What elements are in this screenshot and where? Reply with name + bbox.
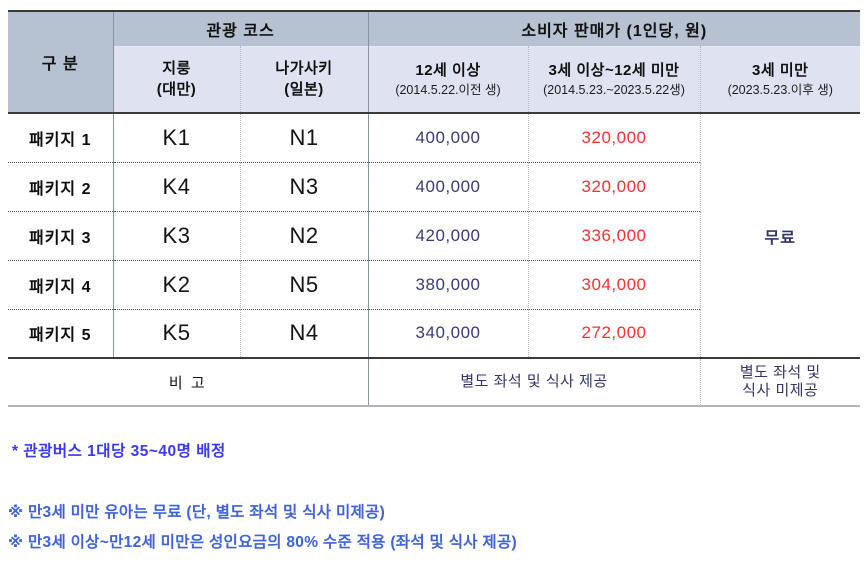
package-name: 패키지 1 <box>8 113 114 162</box>
nagasaki-course-code: N2 <box>240 210 369 260</box>
header-nagasaki-country: (일본) <box>284 81 324 99</box>
header-age-adult-dates: (2014.5.22.이전 생) <box>395 82 501 97</box>
keelung-course-code: K3 <box>113 210 241 260</box>
nagasaki-course-code: N1 <box>240 113 369 162</box>
header-age-child-label: 3세 이상~12세 미만 <box>548 61 680 79</box>
adult-price: 400,000 <box>368 113 529 162</box>
keelung-course-code: K1 <box>113 113 241 162</box>
infant-price-free: 무료 <box>700 113 861 358</box>
header-category: 구 분 <box>8 11 114 114</box>
header-nagasaki: 나가사키 (일본) <box>240 45 369 114</box>
table-row-package-4: 패키지 4 K2 N5 380,000 304,000 <box>8 259 860 309</box>
header-keelung: 지룽 (대만) <box>113 45 241 114</box>
keelung-course-code: K4 <box>113 161 241 211</box>
package-name: 패키지 4 <box>8 259 114 309</box>
nagasaki-course-code: N3 <box>240 161 369 211</box>
note-bus-allocation: * 관광버스 1대당 35~40명 배정 <box>12 443 226 460</box>
package-name: 패키지 5 <box>8 308 114 358</box>
adult-price: 380,000 <box>368 259 529 309</box>
child-price: 320,000 <box>528 113 701 162</box>
package-price-table: 구 분 관광 코스 소비자 판매가 (1인당, 원) 지룽 (대만) 나가사키 … <box>8 10 861 407</box>
remark-not-provided: 별도 좌석 및 식사 미제공 <box>700 357 861 407</box>
header-price-title: 소비자 판매가 (1인당, 원) <box>368 11 861 46</box>
child-price: 272,000 <box>528 308 701 358</box>
package-name: 패키지 2 <box>8 161 114 211</box>
adult-price: 420,000 <box>368 210 529 260</box>
header-tour-course: 관광 코스 <box>113 11 369 46</box>
header-age-adult: 12세 이상 (2014.5.22.이전 생) <box>368 45 529 114</box>
package-name: 패키지 3 <box>8 210 114 260</box>
header-nagasaki-label: 나가사키 <box>275 60 333 78</box>
remark-provided: 별도 좌석 및 식사 제공 <box>368 357 701 407</box>
child-price: 320,000 <box>528 161 701 211</box>
header-age-infant-label: 3세 미만 <box>752 61 809 79</box>
header-age-infant-dates: (2023.5.23.이후 생) <box>727 82 833 97</box>
table-row-package-3: 패키지 3 K3 N2 420,000 336,000 <box>8 210 860 260</box>
notes-block: ※ 만3세 미만 유아는 무료 (단, 별도 좌석 및 식사 미제공) ※ 만3… <box>8 501 865 554</box>
table-row-package-5: 패키지 5 K5 N4 340,000 272,000 <box>8 308 860 358</box>
remark-not-provided-line2: 식사 미제공 <box>742 382 819 399</box>
keelung-course-code: K5 <box>113 308 241 358</box>
child-price: 336,000 <box>528 210 701 260</box>
remark-not-provided-line1: 별도 좌석 및 <box>739 364 821 381</box>
header-age-child-dates: (2014.5.23.~2023.5.22생) <box>543 82 685 97</box>
nagasaki-course-code: N5 <box>240 259 369 309</box>
note-infant-free: ※ 만3세 미만 유아는 무료 (단, 별도 좌석 및 식사 미제공) <box>8 504 386 521</box>
remark-label: 비 고 <box>8 357 369 407</box>
keelung-course-code: K2 <box>113 259 241 309</box>
adult-price: 400,000 <box>368 161 529 211</box>
note-child-discount: ※ 만3세 이상~만12세 미만은 성인요금의 80% 수준 적용 (좌석 및 … <box>8 534 517 551</box>
header-age-infant: 3세 미만 (2023.5.23.이후 생) <box>700 45 861 114</box>
table-row-package-2: 패키지 2 K4 N3 400,000 320,000 <box>8 161 860 211</box>
nagasaki-course-code: N4 <box>240 308 369 358</box>
child-price: 304,000 <box>528 259 701 309</box>
page: 구 분 관광 코스 소비자 판매가 (1인당, 원) 지룽 (대만) 나가사키 … <box>0 10 865 572</box>
table-row-package-1: 패키지 1 K1 N1 400,000 320,000 무료 <box>8 113 861 358</box>
header-row-sub: 지룽 (대만) 나가사키 (일본) 12세 이상 (2014.5.22.이전 생… <box>8 45 861 114</box>
header-age-adult-label: 12세 이상 <box>415 61 481 79</box>
remark-row: 비 고 별도 좌석 및 식사 제공 별도 좌석 및 식사 미제공 <box>8 357 861 407</box>
header-keelung-label: 지룽 <box>162 60 191 78</box>
header-keelung-country: (대만) <box>156 81 197 99</box>
header-row-top: 구 분 관광 코스 소비자 판매가 (1인당, 원) <box>8 11 861 114</box>
adult-price: 340,000 <box>368 308 529 358</box>
header-age-child: 3세 이상~12세 미만 (2014.5.23.~2023.5.22생) <box>528 45 701 114</box>
